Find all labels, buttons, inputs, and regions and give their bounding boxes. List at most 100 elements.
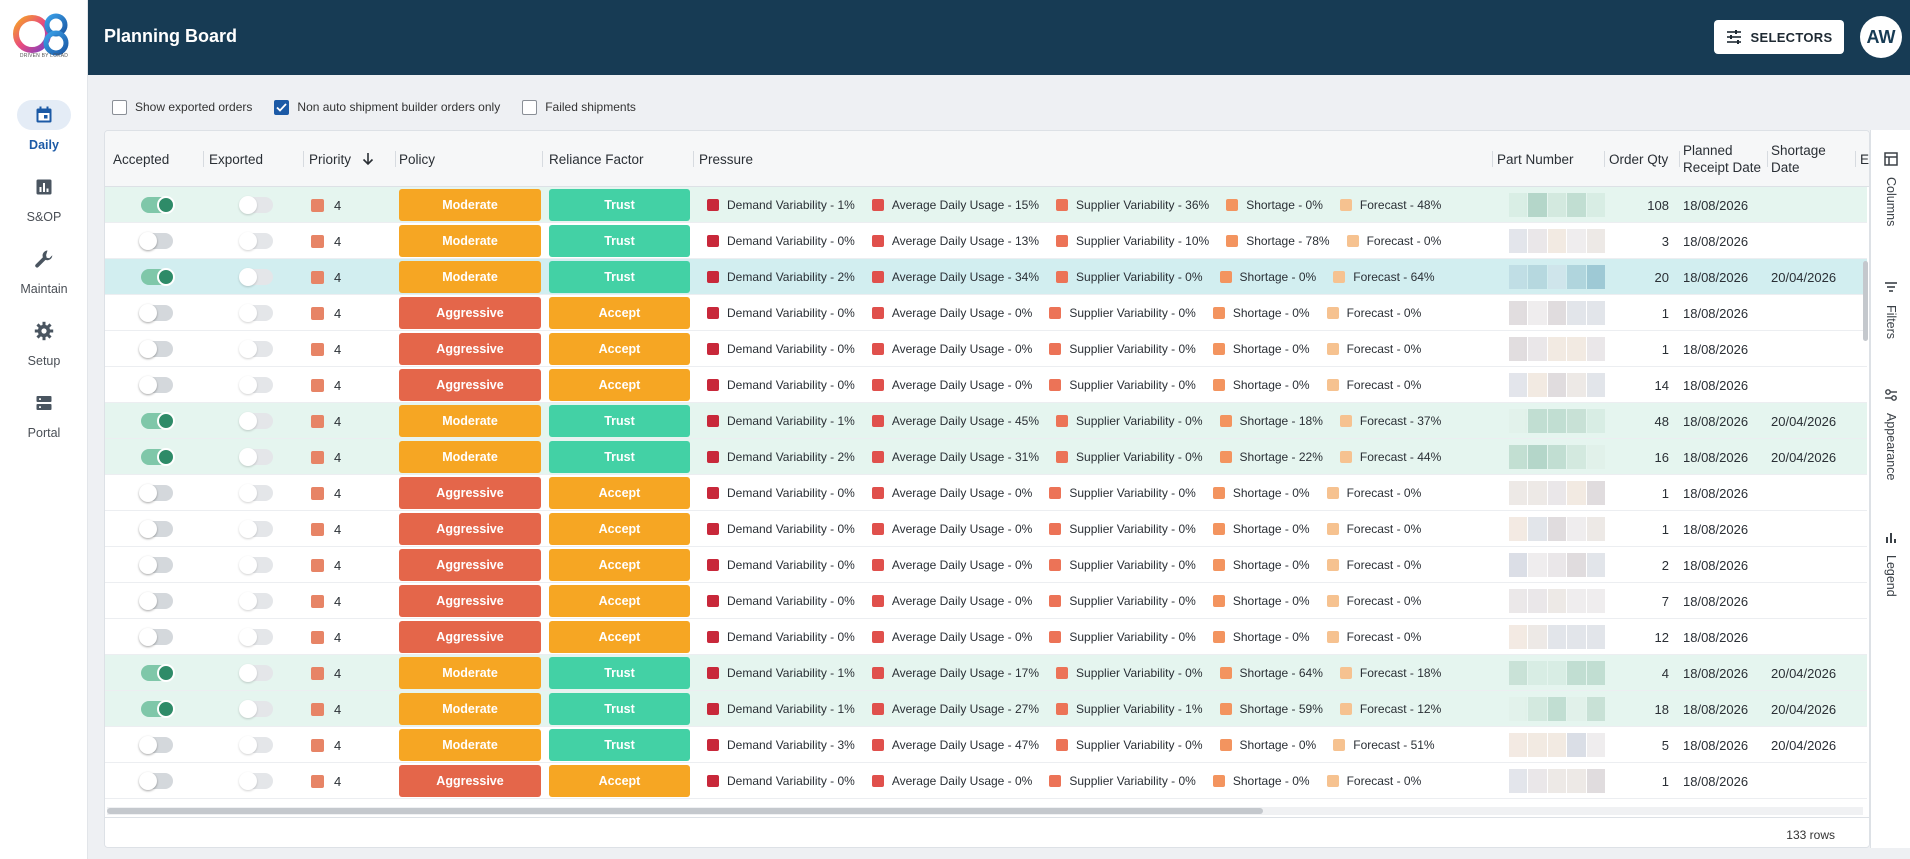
accepted-toggle[interactable] (141, 196, 175, 214)
col-pressure[interactable]: Pressure (699, 151, 754, 167)
accepted-toggle[interactable] (139, 376, 173, 394)
col-reliance-factor[interactable]: Reliance Factor (549, 151, 644, 167)
accepted-toggle[interactable] (141, 412, 175, 430)
col-separator[interactable] (1604, 151, 1605, 167)
table-row[interactable]: 4 Aggressive Accept Demand Variability - 0%… (105, 295, 1867, 331)
reliance-badge[interactable]: Trust (549, 441, 690, 473)
policy-badge[interactable]: Aggressive (399, 549, 541, 581)
policy-badge[interactable]: Moderate (399, 657, 541, 689)
col-separator[interactable] (395, 151, 396, 167)
exported-toggle[interactable] (239, 664, 273, 682)
policy-badge[interactable]: Moderate (399, 729, 541, 761)
col-accepted[interactable]: Accepted (113, 151, 170, 167)
table-row[interactable]: 4 Moderate Trust Demand Variability - 1% Ave… (105, 187, 1867, 223)
accepted-toggle[interactable] (139, 520, 173, 538)
policy-badge[interactable]: Aggressive (399, 513, 541, 545)
reliance-badge[interactable]: Trust (549, 729, 690, 761)
accepted-toggle[interactable] (139, 340, 173, 358)
col-separator[interactable] (203, 151, 204, 167)
table-row[interactable]: 4 Moderate Trust Demand Variability - 0% Ave… (105, 223, 1867, 259)
exported-toggle[interactable] (239, 484, 273, 502)
reliance-badge[interactable]: Trust (549, 657, 690, 689)
col-planned-receipt-date[interactable]: Planned Receipt Date (1683, 143, 1762, 175)
reliance-badge[interactable]: Trust (549, 405, 690, 437)
reliance-badge[interactable]: Accept (549, 549, 690, 581)
reliance-badge[interactable]: Accept (549, 369, 690, 401)
policy-badge[interactable]: Moderate (399, 693, 541, 725)
accepted-toggle[interactable] (139, 232, 173, 250)
col-separator[interactable] (1767, 151, 1768, 167)
vertical-scrollbar[interactable] (1863, 261, 1868, 341)
side-panel-filters[interactable]: Filters (1871, 280, 1910, 339)
exported-toggle[interactable] (239, 448, 273, 466)
selectors-button[interactable]: SELECTORS (1714, 20, 1844, 54)
exported-toggle[interactable] (239, 268, 273, 286)
col-separator[interactable] (542, 151, 543, 167)
exported-toggle[interactable] (239, 520, 273, 538)
reliance-badge[interactable]: Accept (549, 297, 690, 329)
accepted-toggle[interactable] (139, 592, 173, 610)
accepted-toggle[interactable] (141, 448, 175, 466)
exported-toggle[interactable] (239, 376, 273, 394)
col-order-qty[interactable]: Order Qty (1609, 151, 1669, 167)
col-separator[interactable] (693, 151, 694, 167)
accepted-toggle[interactable] (139, 772, 173, 790)
side-panel-appearance[interactable]: Appearance (1871, 388, 1910, 480)
col-exported[interactable]: Exported (209, 151, 264, 167)
side-panel-legend[interactable]: Legend (1871, 530, 1910, 597)
table-row[interactable]: 4 Moderate Trust Demand Variability - 2% Ave… (105, 439, 1867, 475)
table-row[interactable]: 4 Aggressive Accept Demand Variability - 0%… (105, 583, 1867, 619)
filter-option[interactable]: Non auto shipment builder orders only (274, 99, 500, 115)
exported-toggle[interactable] (239, 304, 273, 322)
col-priority[interactable]: Priority (309, 131, 375, 187)
filter-checkbox[interactable] (112, 99, 127, 115)
exported-toggle[interactable] (239, 340, 273, 358)
accepted-toggle[interactable] (141, 664, 175, 682)
filter-checkbox[interactable] (522, 99, 538, 115)
filter-option[interactable]: Show exported orders (112, 99, 252, 115)
table-row[interactable]: 4 Moderate Trust Demand Variability - 1% Ave… (105, 691, 1867, 727)
nav-item-maintain[interactable]: Maintain (0, 240, 88, 312)
accepted-toggle[interactable] (139, 304, 173, 322)
exported-toggle[interactable] (239, 412, 273, 430)
policy-badge[interactable]: Aggressive (399, 621, 541, 653)
reliance-badge[interactable]: Accept (549, 477, 690, 509)
table-row[interactable]: 4 Aggressive Accept Demand Variability - 0%… (105, 619, 1867, 655)
table-row[interactable]: 4 Moderate Trust Demand Variability - 2% Ave… (105, 259, 1867, 295)
filter-checkbox[interactable] (274, 99, 290, 115)
table-row[interactable]: 4 Moderate Trust Demand Variability - 1% Ave… (105, 403, 1867, 439)
reliance-badge[interactable]: Trust (549, 693, 690, 725)
nav-item-setup[interactable]: Setup (0, 312, 88, 384)
nav-item-daily[interactable]: Daily (0, 96, 88, 168)
policy-badge[interactable]: Aggressive (399, 369, 541, 401)
reliance-badge[interactable]: Trust (549, 225, 690, 257)
accepted-toggle[interactable] (139, 484, 173, 502)
col-separator[interactable] (1855, 151, 1856, 167)
reliance-badge[interactable]: Trust (549, 261, 690, 293)
col-part-number[interactable]: Part Number (1497, 151, 1574, 167)
policy-badge[interactable]: Moderate (399, 441, 541, 473)
policy-badge[interactable]: Aggressive (399, 297, 541, 329)
table-row[interactable]: 4 Aggressive Accept Demand Variability - 0%… (105, 475, 1867, 511)
policy-badge[interactable]: Moderate (399, 405, 541, 437)
exported-toggle[interactable] (239, 700, 273, 718)
accepted-toggle[interactable] (139, 628, 173, 646)
table-row[interactable]: 4 Aggressive Accept Demand Variability - 0%… (105, 511, 1867, 547)
col-shortage-date[interactable]: Shortage Date (1771, 143, 1826, 175)
horizontal-scroll-thumb[interactable] (107, 808, 1263, 814)
exported-toggle[interactable] (239, 556, 273, 574)
table-row[interactable]: 4 Aggressive Accept Demand Variability - 0%… (105, 331, 1867, 367)
accepted-toggle[interactable] (141, 268, 175, 286)
accepted-toggle[interactable] (139, 556, 173, 574)
nav-item-portal[interactable]: Portal (0, 384, 88, 456)
exported-toggle[interactable] (239, 232, 273, 250)
exported-toggle[interactable] (239, 736, 273, 754)
exported-toggle[interactable] (239, 196, 273, 214)
side-panel-columns[interactable]: Columns (1871, 152, 1910, 226)
col-separator[interactable] (303, 151, 304, 167)
accepted-toggle[interactable] (141, 700, 175, 718)
col-policy[interactable]: Policy (399, 151, 436, 167)
col-separator[interactable] (1492, 151, 1493, 167)
policy-badge[interactable]: Moderate (399, 189, 541, 221)
policy-badge[interactable]: Aggressive (399, 477, 541, 509)
